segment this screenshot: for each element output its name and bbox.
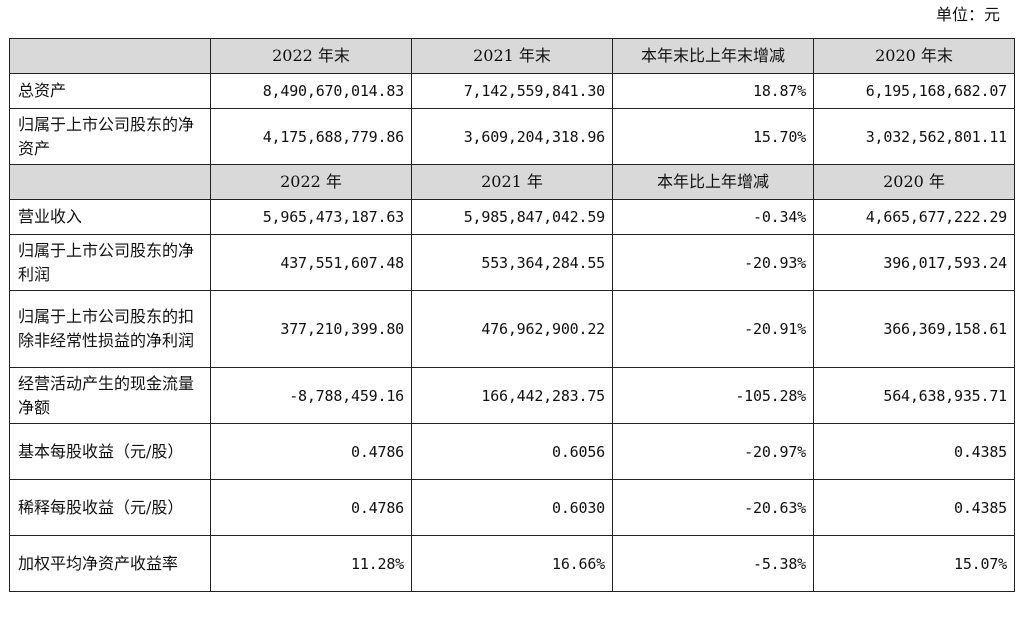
value-cell: -8,788,459.16 (210, 367, 412, 424)
value-cell: 0.4786 (210, 423, 412, 480)
table-row: 营业收入 5,965,473,187.63 5,985,847,042.59 -… (9, 199, 1015, 235)
header-cell-2021-year-end: 2021 年末 (411, 38, 613, 74)
header-blank-cell (9, 38, 211, 74)
header-cell-2021: 2021 年 (411, 164, 613, 200)
header-blank-cell (9, 164, 211, 200)
table-row: 总资产 8,490,670,014.83 7,142,559,841.30 18… (9, 73, 1015, 109)
table-row: 基本每股收益（元/股） 0.4786 0.6056 -20.97% 0.4385 (9, 423, 1015, 480)
header-row-year-end: 2022 年末 2021 年末 本年末比上年末增减 2020 年末 (9, 38, 1015, 74)
value-cell: -20.97% (612, 423, 814, 480)
header-row-year: 2022 年 2021 年 本年比上年增减 2020 年 (9, 164, 1015, 200)
row-label: 经营活动产生的现金流量净额 (9, 367, 211, 424)
row-label: 归属于上市公司股东的净利润 (9, 234, 211, 291)
table-row: 经营活动产生的现金流量净额 -8,788,459.16 166,442,283.… (9, 367, 1015, 424)
header-cell-2020-year-end: 2020 年末 (813, 38, 1015, 74)
financial-summary-table: 2022 年末 2021 年末 本年末比上年末增减 2020 年末 总资产 8,… (9, 38, 1015, 592)
row-label: 归属于上市公司股东的扣除非经常性损益的净利润 (9, 290, 211, 368)
value-cell: 8,490,670,014.83 (210, 73, 412, 109)
value-cell: 0.4385 (813, 479, 1015, 536)
value-cell: 4,665,677,222.29 (813, 199, 1015, 235)
table-row: 归属于上市公司股东的净利润 437,551,607.48 553,364,284… (9, 234, 1015, 291)
header-cell-change-year: 本年比上年增减 (612, 164, 814, 200)
value-cell: 0.4786 (210, 479, 412, 536)
value-cell: -105.28% (612, 367, 814, 424)
value-cell: 0.6030 (411, 479, 613, 536)
value-cell: 0.4385 (813, 423, 1015, 480)
value-cell: 396,017,593.24 (813, 234, 1015, 291)
table-row: 归属于上市公司股东的扣除非经常性损益的净利润 377,210,399.80 47… (9, 290, 1015, 368)
value-cell: 16.66% (411, 535, 613, 592)
unit-label: 单位：元 (935, 5, 1000, 24)
row-label: 加权平均净资产收益率 (9, 535, 211, 592)
value-cell: 4,175,688,779.86 (210, 108, 412, 165)
value-cell: 3,032,562,801.11 (813, 108, 1015, 165)
value-cell: 553,364,284.55 (411, 234, 613, 291)
value-cell: 366,369,158.61 (813, 290, 1015, 368)
value-cell: -20.91% (612, 290, 814, 368)
value-cell: 3,609,204,318.96 (411, 108, 613, 165)
row-label: 营业收入 (9, 199, 211, 235)
value-cell: -20.93% (612, 234, 814, 291)
value-cell: -5.38% (612, 535, 814, 592)
header-cell-2022-year-end: 2022 年末 (210, 38, 412, 74)
header-cell-change-year-end: 本年末比上年末增减 (612, 38, 814, 74)
value-cell: 15.07% (813, 535, 1015, 592)
value-cell: 166,442,283.75 (411, 367, 613, 424)
header-cell-2022: 2022 年 (210, 164, 412, 200)
value-cell: 18.87% (612, 73, 814, 109)
value-cell: 437,551,607.48 (210, 234, 412, 291)
row-label: 稀释每股收益（元/股） (9, 479, 211, 536)
value-cell: -20.63% (612, 479, 814, 536)
table-row: 稀释每股收益（元/股） 0.4786 0.6030 -20.63% 0.4385 (9, 479, 1015, 536)
value-cell: 5,965,473,187.63 (210, 199, 412, 235)
value-cell: 377,210,399.80 (210, 290, 412, 368)
value-cell: 476,962,900.22 (411, 290, 613, 368)
value-cell: 5,985,847,042.59 (411, 199, 613, 235)
value-cell: 15.70% (612, 108, 814, 165)
row-label: 总资产 (9, 73, 211, 109)
row-label: 归属于上市公司股东的净资产 (9, 108, 211, 165)
table-row: 加权平均净资产收益率 11.28% 16.66% -5.38% 15.07% (9, 535, 1015, 592)
value-cell: 564,638,935.71 (813, 367, 1015, 424)
value-cell: 7,142,559,841.30 (411, 73, 613, 109)
table-row: 归属于上市公司股东的净资产 4,175,688,779.86 3,609,204… (9, 108, 1015, 165)
value-cell: 11.28% (210, 535, 412, 592)
header-cell-2020: 2020 年 (813, 164, 1015, 200)
value-cell: -0.34% (612, 199, 814, 235)
value-cell: 0.6056 (411, 423, 613, 480)
row-label: 基本每股收益（元/股） (9, 423, 211, 480)
value-cell: 6,195,168,682.07 (813, 73, 1015, 109)
